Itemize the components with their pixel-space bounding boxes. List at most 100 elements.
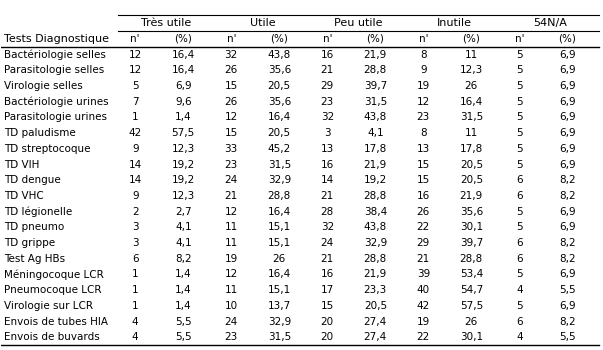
- Text: 32: 32: [321, 112, 334, 122]
- Text: 5: 5: [516, 81, 523, 91]
- Text: 5,5: 5,5: [559, 332, 576, 342]
- Text: 5: 5: [516, 112, 523, 122]
- Text: 42: 42: [128, 128, 142, 138]
- Text: 8,2: 8,2: [559, 175, 576, 185]
- Text: 26: 26: [465, 317, 478, 327]
- Text: 9,6: 9,6: [175, 97, 192, 107]
- Text: 17,8: 17,8: [364, 144, 387, 154]
- Text: 6,9: 6,9: [559, 50, 576, 60]
- Text: 32: 32: [225, 50, 238, 60]
- Text: 10: 10: [225, 301, 238, 311]
- Text: 1,4: 1,4: [175, 301, 192, 311]
- Text: 5: 5: [516, 144, 523, 154]
- Text: 15: 15: [417, 160, 430, 169]
- Text: 57,5: 57,5: [459, 301, 483, 311]
- Text: 19,2: 19,2: [172, 160, 195, 169]
- Text: Utile: Utile: [250, 18, 276, 28]
- Text: 8,2: 8,2: [559, 191, 576, 201]
- Text: 6,9: 6,9: [559, 160, 576, 169]
- Text: 21: 21: [417, 254, 430, 264]
- Text: 6,9: 6,9: [175, 81, 192, 91]
- Text: 5: 5: [132, 81, 139, 91]
- Text: TD dengue: TD dengue: [4, 175, 61, 185]
- Text: 11: 11: [465, 50, 478, 60]
- Text: 13,7: 13,7: [268, 301, 291, 311]
- Text: 40: 40: [417, 285, 430, 295]
- Text: 6,9: 6,9: [559, 81, 576, 91]
- Text: 31,5: 31,5: [268, 160, 291, 169]
- Text: 1,4: 1,4: [175, 112, 192, 122]
- Text: 15,1: 15,1: [268, 285, 291, 295]
- Text: 6: 6: [516, 317, 523, 327]
- Text: Virologie sur LCR: Virologie sur LCR: [4, 301, 93, 311]
- Text: 8: 8: [420, 50, 427, 60]
- Text: 5: 5: [516, 270, 523, 279]
- Text: 23,3: 23,3: [364, 285, 387, 295]
- Text: 28,8: 28,8: [459, 254, 483, 264]
- Text: 16,4: 16,4: [172, 65, 195, 75]
- Text: 20,5: 20,5: [364, 301, 387, 311]
- Text: 45,2: 45,2: [268, 144, 291, 154]
- Text: 35,6: 35,6: [268, 97, 291, 107]
- Text: 20,5: 20,5: [460, 175, 483, 185]
- Text: 20,5: 20,5: [268, 81, 291, 91]
- Text: Peu utile: Peu utile: [334, 18, 383, 28]
- Text: 28,8: 28,8: [364, 191, 387, 201]
- Text: 21,9: 21,9: [364, 50, 387, 60]
- Text: 19: 19: [225, 254, 238, 264]
- Text: 6,9: 6,9: [559, 206, 576, 217]
- Text: 1,4: 1,4: [175, 285, 192, 295]
- Text: 21: 21: [321, 191, 334, 201]
- Text: 19: 19: [417, 317, 430, 327]
- Text: 26: 26: [417, 206, 430, 217]
- Text: 14: 14: [321, 175, 334, 185]
- Text: 29: 29: [417, 238, 430, 248]
- Text: 1,4: 1,4: [175, 270, 192, 279]
- Text: 4,1: 4,1: [175, 238, 192, 248]
- Text: 8,2: 8,2: [559, 254, 576, 264]
- Text: 19,2: 19,2: [172, 175, 195, 185]
- Text: TD grippe: TD grippe: [4, 238, 55, 248]
- Text: 1: 1: [132, 112, 139, 122]
- Text: 20: 20: [321, 317, 334, 327]
- Text: 5,5: 5,5: [559, 285, 576, 295]
- Text: 2: 2: [132, 206, 139, 217]
- Text: 28,8: 28,8: [268, 191, 291, 201]
- Text: 3: 3: [324, 128, 330, 138]
- Text: Bactériologie selles: Bactériologie selles: [4, 49, 106, 60]
- Text: Parasitologie selles: Parasitologie selles: [4, 65, 105, 75]
- Text: 26: 26: [225, 65, 238, 75]
- Text: 12,3: 12,3: [172, 191, 195, 201]
- Text: 5: 5: [516, 206, 523, 217]
- Text: 22: 22: [417, 332, 430, 342]
- Text: 14: 14: [128, 175, 142, 185]
- Text: 6,9: 6,9: [559, 301, 576, 311]
- Text: 8: 8: [420, 128, 427, 138]
- Text: 16: 16: [417, 191, 430, 201]
- Text: 26: 26: [465, 81, 478, 91]
- Text: Bactériologie urines: Bactériologie urines: [4, 96, 109, 107]
- Text: Inutile: Inutile: [437, 18, 472, 28]
- Text: 43,8: 43,8: [268, 50, 291, 60]
- Text: 31,5: 31,5: [459, 112, 483, 122]
- Text: 27,4: 27,4: [364, 332, 387, 342]
- Text: 2,7: 2,7: [175, 206, 192, 217]
- Text: 43,8: 43,8: [364, 222, 387, 232]
- Text: 16: 16: [321, 50, 334, 60]
- Text: 12: 12: [225, 206, 238, 217]
- Text: 12: 12: [128, 65, 142, 75]
- Text: 12: 12: [225, 112, 238, 122]
- Text: 12: 12: [128, 50, 142, 60]
- Text: 16,4: 16,4: [459, 97, 483, 107]
- Text: 6,9: 6,9: [559, 65, 576, 75]
- Text: 38,4: 38,4: [364, 206, 387, 217]
- Text: 31,5: 31,5: [268, 332, 291, 342]
- Text: 35,6: 35,6: [459, 206, 483, 217]
- Text: 26: 26: [273, 254, 286, 264]
- Text: 39,7: 39,7: [364, 81, 387, 91]
- Text: 35,6: 35,6: [268, 65, 291, 75]
- Text: 54,7: 54,7: [459, 285, 483, 295]
- Text: 28,8: 28,8: [364, 254, 387, 264]
- Text: 5: 5: [516, 50, 523, 60]
- Text: 11: 11: [225, 222, 238, 232]
